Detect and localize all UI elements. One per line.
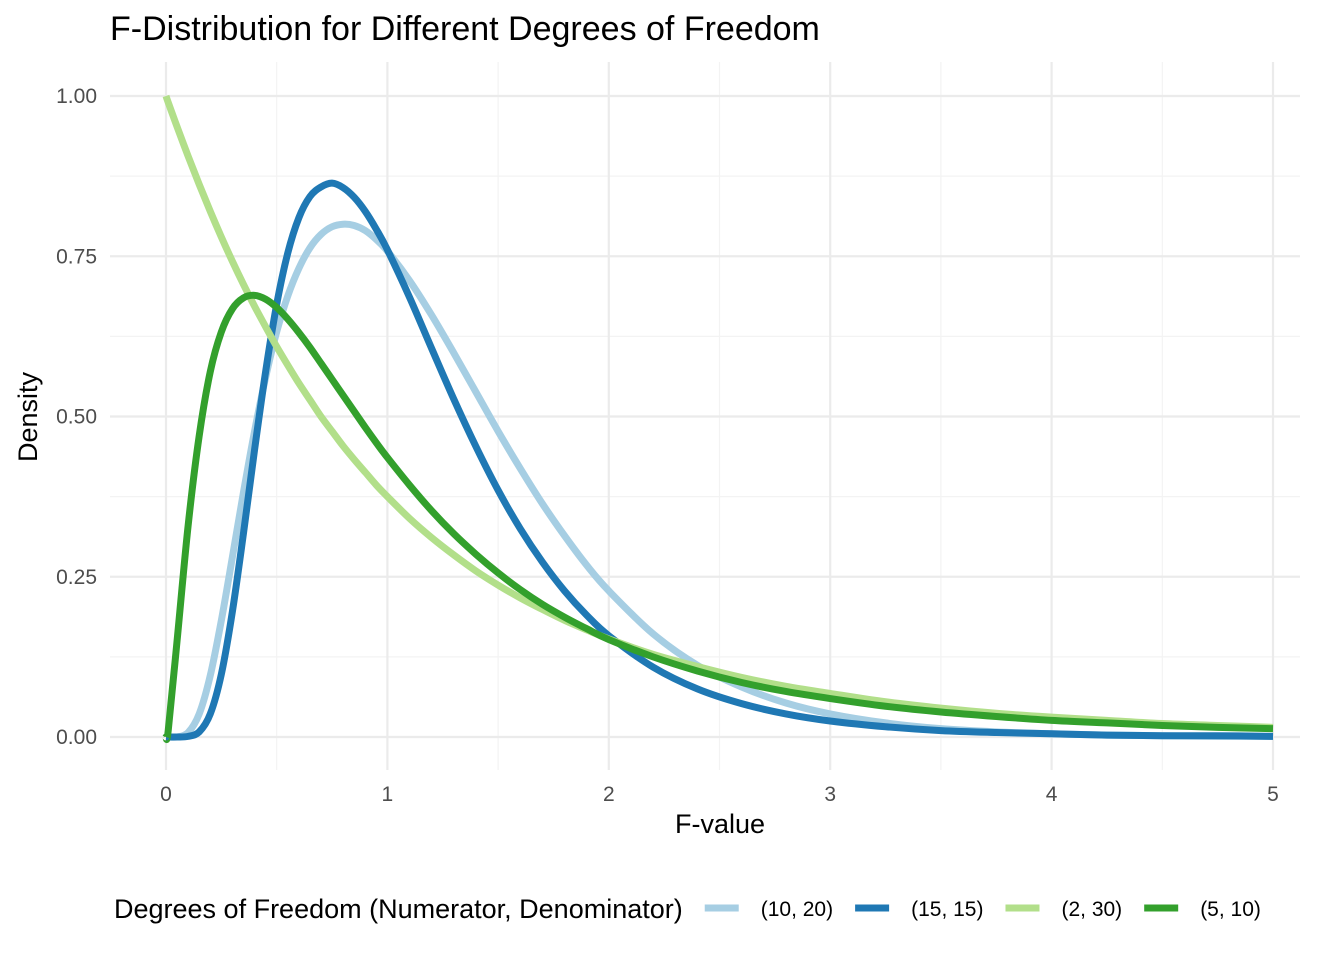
legend-label: (15, 15) bbox=[911, 898, 983, 921]
plot-grid bbox=[110, 62, 1300, 770]
x-tick-label: 3 bbox=[824, 783, 836, 806]
y-tick-label: 0.75 bbox=[56, 245, 97, 268]
tick-labels: 0 1 2 3 4 5 0.00 0.25 0.50 0.75 1.00 bbox=[56, 85, 1279, 806]
legend-label: (2, 30) bbox=[1061, 898, 1122, 921]
legend-label: (10, 20) bbox=[761, 898, 833, 921]
legend-title: Degrees of Freedom (Numerator, Denominat… bbox=[114, 894, 683, 924]
x-tick-label: 4 bbox=[1046, 783, 1058, 806]
y-tick-label: 0.25 bbox=[56, 566, 97, 589]
y-tick-label: 0.50 bbox=[56, 406, 97, 429]
y-tick-label: 1.00 bbox=[56, 85, 97, 108]
y-tick-label: 0.00 bbox=[56, 726, 97, 749]
legend: Degrees of Freedom (Numerator, Denominat… bbox=[114, 894, 1261, 924]
series-line-2-30 bbox=[162, 94, 1274, 731]
series-line-5-10 bbox=[162, 291, 1274, 743]
x-tick-label: 2 bbox=[603, 783, 615, 806]
x-tick-label: 5 bbox=[1267, 783, 1279, 806]
chart-title: F-Distribution for Different Degrees of … bbox=[110, 10, 820, 48]
series-line-10-20 bbox=[164, 220, 1274, 741]
legend-label: (5, 10) bbox=[1200, 898, 1261, 921]
x-axis-title: F-value bbox=[675, 809, 765, 839]
series-line-15-15 bbox=[164, 179, 1274, 741]
x-tick-label: 0 bbox=[160, 783, 172, 806]
x-tick-label: 1 bbox=[382, 783, 394, 806]
y-axis-title: Density bbox=[13, 371, 43, 462]
series-layer bbox=[162, 94, 1274, 743]
